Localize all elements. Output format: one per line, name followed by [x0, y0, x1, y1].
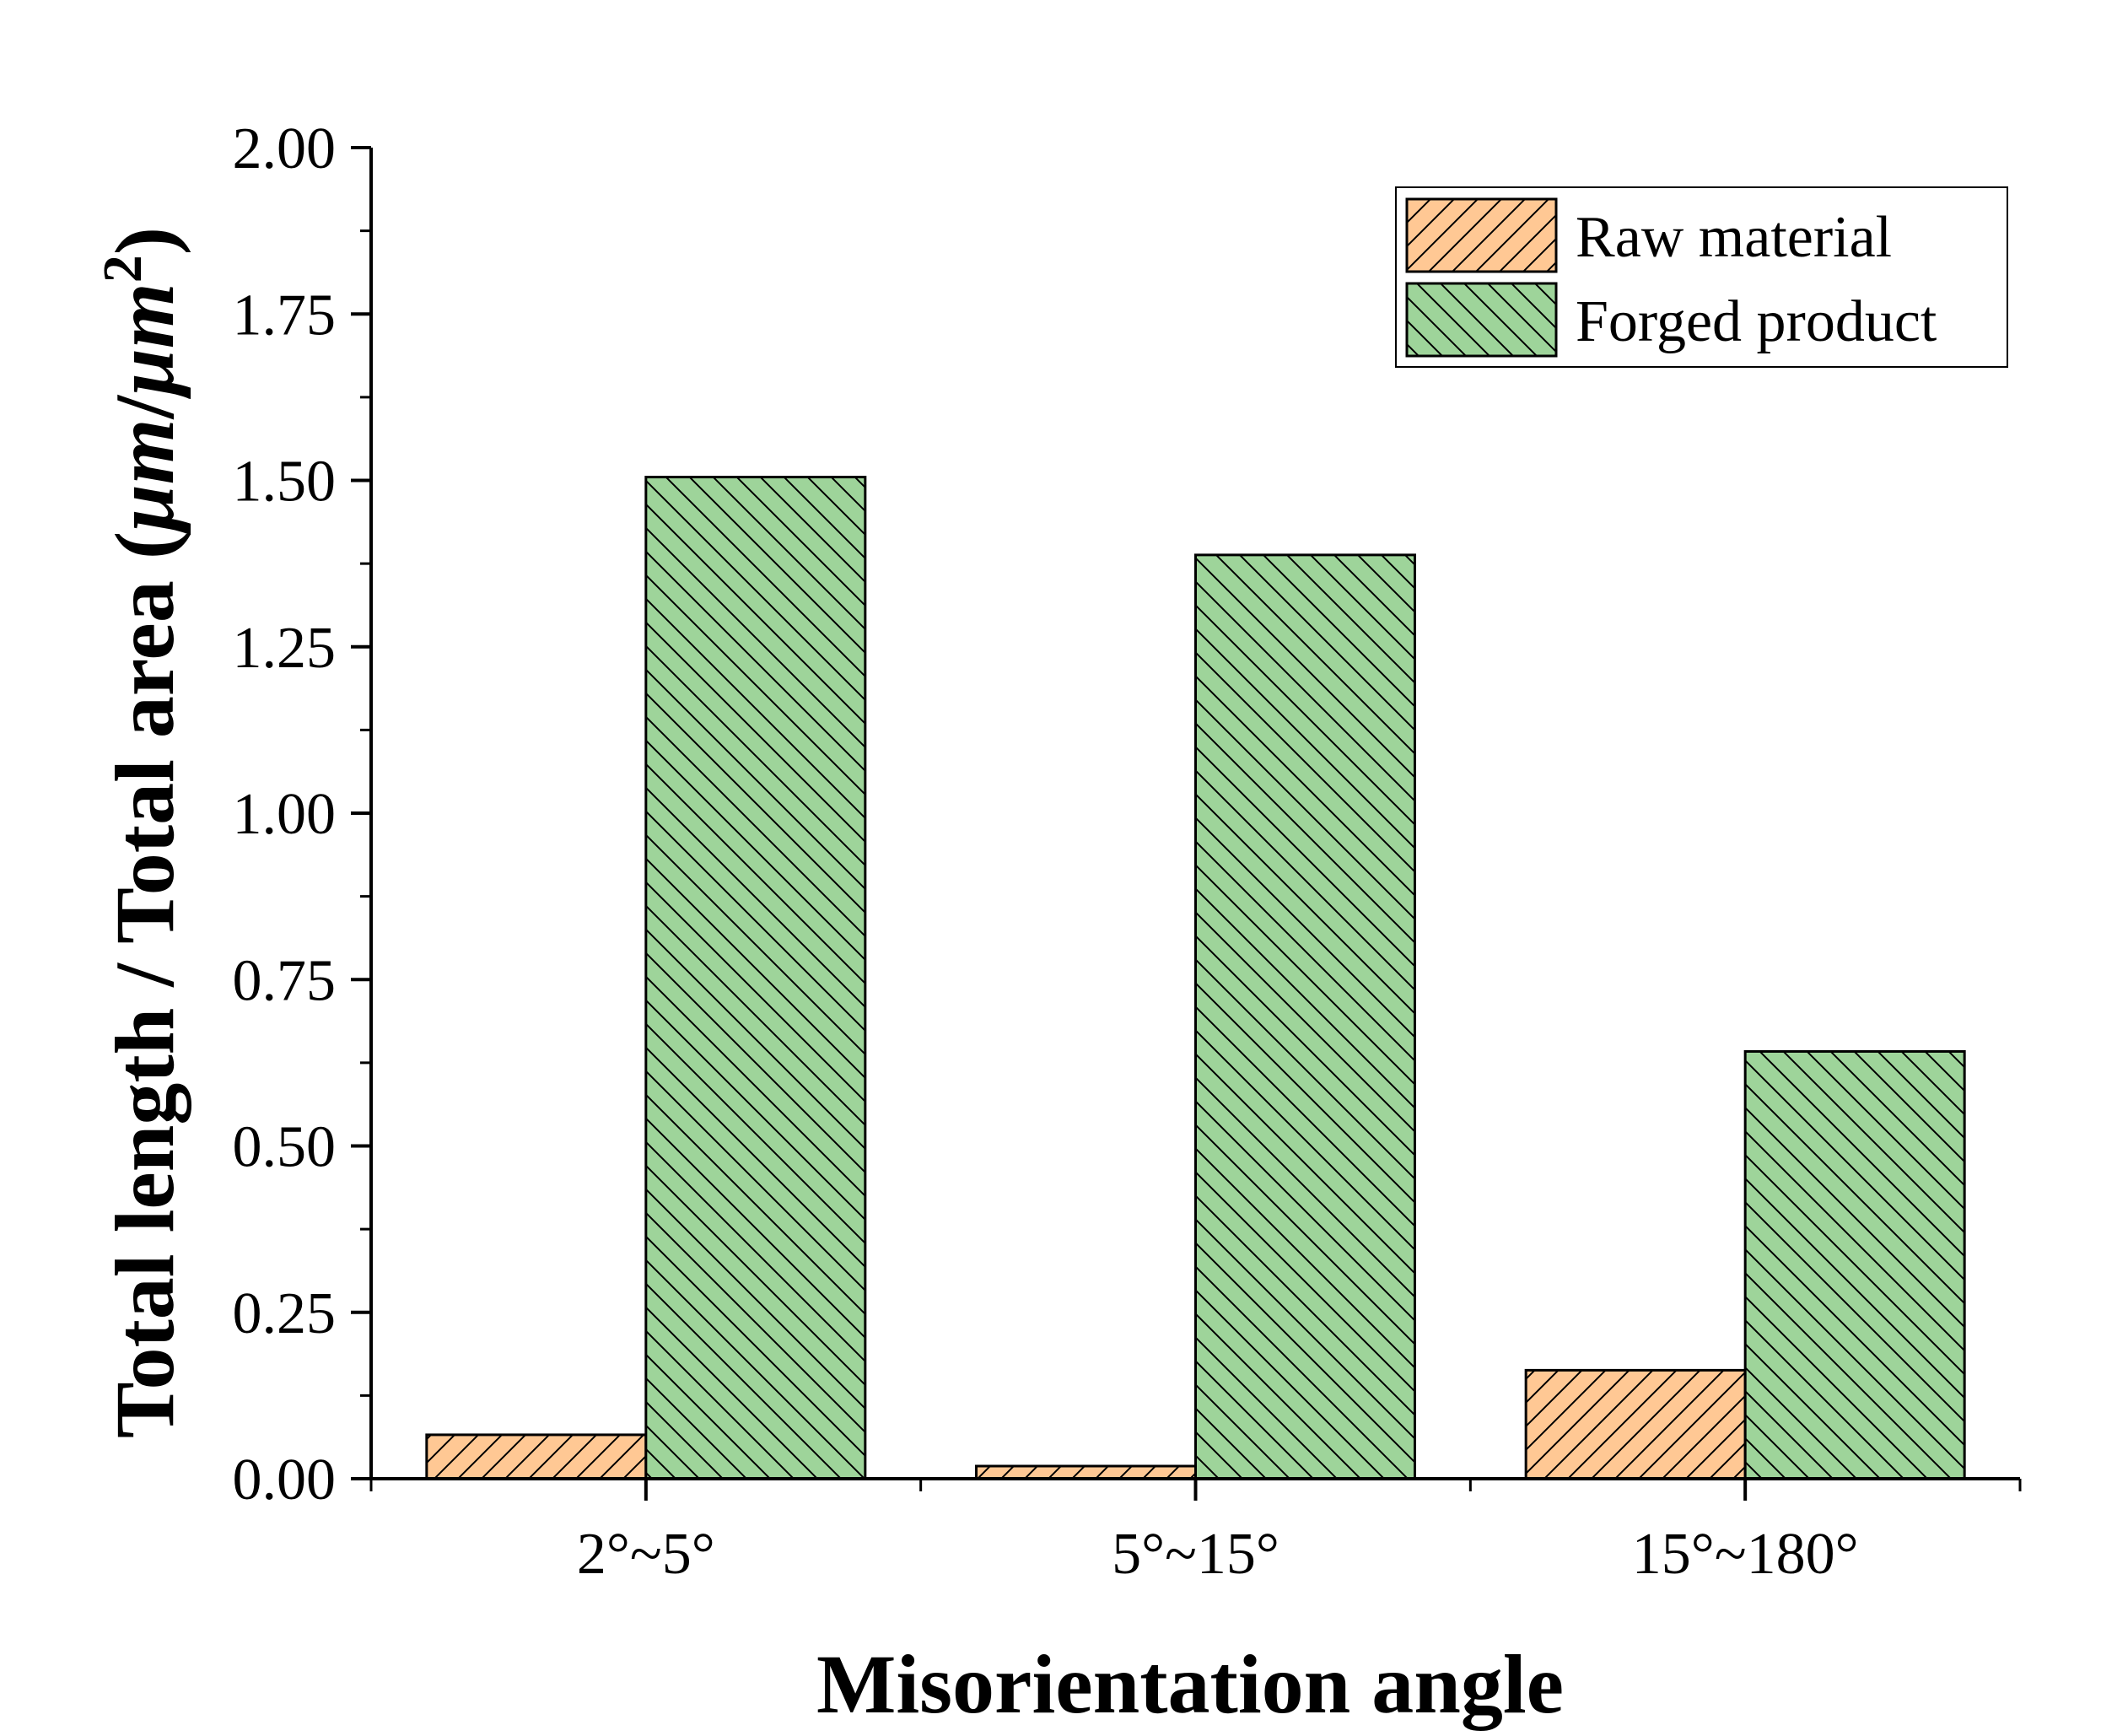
bar-forged-product-5-15-hatch	[1194, 553, 1416, 1480]
bar-forged-product-15-180-hatch	[1743, 1049, 1966, 1480]
legend-label-raw-material: Raw material	[1576, 205, 1892, 270]
y-tick-label: 1.75	[233, 283, 337, 348]
y-axis-title-main: Total length / Total area (	[98, 531, 191, 1438]
x-tick-label-5-15: 5°~15°	[1112, 1522, 1279, 1587]
y-axis-title-unit-sep: /	[98, 394, 191, 419]
y-axis-title: Total length / Total area (μm/μm2)	[92, 227, 191, 1438]
y-tick-label: 1.50	[233, 450, 337, 515]
bar-raw-material-15-180-hatch	[1524, 1368, 1747, 1480]
y-tick-label: 1.00	[233, 782, 337, 847]
y-tick-label: 1.25	[233, 616, 337, 681]
y-axis-title-unit-superscript: 2	[92, 255, 154, 283]
y-ticks-group: 0.00 0.25 0.50 0.75 1.00 1.25 1.50 1.75 2.00	[233, 116, 371, 1512]
legend-label-forged-product: Forged product	[1576, 289, 1937, 354]
x-tick-label-2-5: 2°~5°	[577, 1522, 715, 1587]
x-axis-title: Misorientation angle	[816, 1637, 1564, 1731]
y-tick-label: 0.75	[233, 948, 337, 1013]
y-tick-label: 0.50	[233, 1115, 337, 1180]
y-axis-title-unit-um: μm	[98, 418, 191, 535]
y-tick-label: 0.00	[233, 1448, 337, 1512]
legend: Raw material Forged product	[1395, 186, 2008, 368]
y-tick-label: 0.25	[233, 1281, 337, 1346]
bar-raw-material-2-5-hatch	[425, 1433, 648, 1480]
bar-raw-material-5-15-hatch	[975, 1464, 1197, 1480]
x-ticks-group: 2°~5° 5°~15° 15°~180°	[369, 1479, 2022, 1587]
y-tick-label: 2.00	[233, 116, 337, 181]
legend-swatch-forged-product-hatch	[1405, 282, 1558, 358]
y-axis-title-unit-um2: μm	[98, 283, 191, 399]
y-axis-title-close: )	[98, 227, 191, 255]
legend-swatch-raw-material-hatch	[1405, 197, 1558, 273]
bars-group	[425, 476, 1966, 1480]
x-tick-label-15-180: 15°~180°	[1632, 1522, 1859, 1587]
bar-forged-product-2-5-hatch	[644, 476, 867, 1480]
